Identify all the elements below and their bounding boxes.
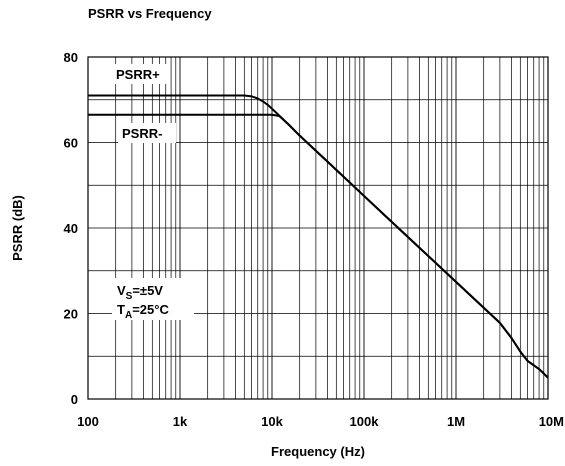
psrr-minus-label-bg — [118, 123, 176, 143]
x-tick-label: 1M — [447, 414, 465, 429]
y-tick-label: 0 — [71, 392, 78, 407]
x-tick-label: 1k — [173, 414, 188, 429]
psrr-plus-label-bg — [112, 64, 168, 84]
chart-title: PSRR vs Frequency — [88, 6, 212, 21]
x-axis-label: Frequency (Hz) — [271, 444, 365, 459]
y-tick-label: 40 — [64, 221, 78, 236]
x-tick-label: 10M — [539, 414, 564, 429]
y-tick-labels: 0 20 40 60 80 — [64, 50, 78, 407]
plot-frame — [87, 56, 549, 400]
y-tick-label: 80 — [64, 50, 78, 65]
grid — [87, 57, 548, 399]
conditions-label-bg — [112, 278, 194, 320]
psrr-plus-label: PSRR+ — [116, 67, 160, 82]
x-tick-label: 100k — [350, 414, 380, 429]
ambient-temp-label: TA=25°C — [117, 302, 169, 321]
y-tick-label: 60 — [64, 136, 78, 151]
y-tick-label: 20 — [64, 307, 78, 322]
x-tick-label: 100 — [77, 414, 99, 429]
supply-voltage-label: VS=±5V — [117, 283, 163, 302]
series-line-psrr-minus — [88, 113, 549, 379]
psrr-minus-label: PSRR- — [122, 126, 162, 141]
y-axis-label: PSRR (dB) — [10, 195, 25, 261]
x-tick-labels: 100 1k 10k 100k 1M 10M — [77, 414, 564, 429]
plot-lines — [88, 94, 549, 379]
x-tick-label: 10k — [261, 414, 283, 429]
